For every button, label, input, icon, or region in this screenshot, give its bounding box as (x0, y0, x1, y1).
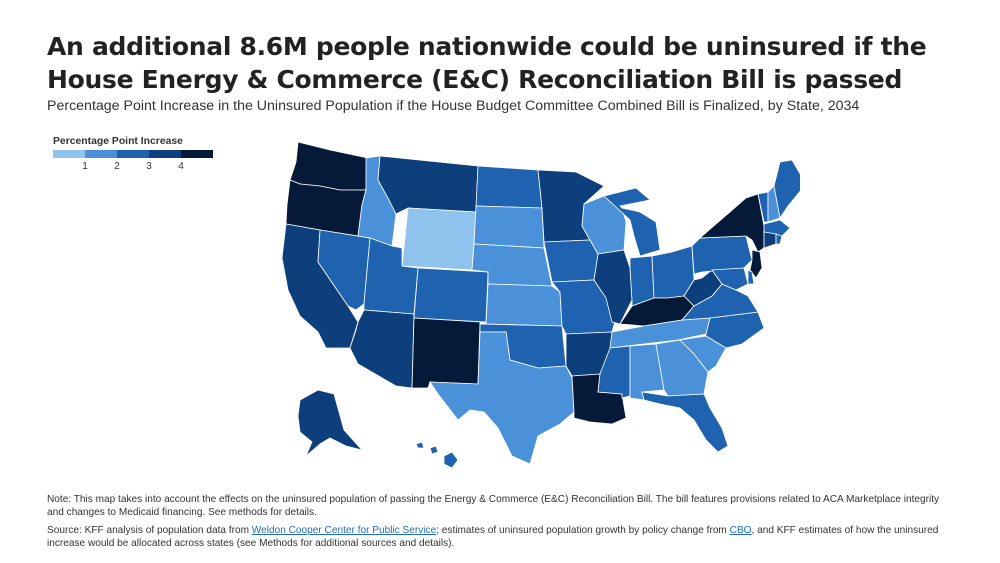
legend-color-bar (53, 150, 213, 158)
state-indiana[interactable] (629, 255, 655, 307)
legend-swatch (53, 150, 85, 158)
legend-tick: 2 (114, 161, 120, 172)
legend-swatch (117, 150, 149, 158)
footnote: Note: This map takes into account the ef… (47, 494, 940, 518)
legend-tick: 4 (178, 161, 184, 172)
us-choropleth-map (281, 141, 800, 469)
state-connecticut[interactable] (763, 231, 777, 249)
state-south-dakota[interactable] (473, 205, 545, 249)
state-montana[interactable] (377, 155, 479, 215)
state-arizona[interactable] (349, 309, 415, 389)
state-north-dakota[interactable] (475, 165, 543, 209)
legend-tick: 1 (82, 161, 88, 172)
state-florida[interactable] (641, 391, 729, 453)
state-wyoming[interactable] (401, 207, 477, 271)
state-west-virginia[interactable] (683, 269, 723, 307)
legend-tick: 3 (146, 161, 152, 172)
source-note: Source: KFF analysis of population data … (47, 524, 947, 550)
state-hawaii-island[interactable] (429, 445, 439, 455)
state-rhode-island[interactable] (775, 233, 783, 245)
state-alaska[interactable] (297, 389, 364, 457)
cbo-link[interactable]: CBO (729, 525, 752, 536)
state-texas[interactable] (429, 331, 575, 465)
state-washington[interactable] (289, 141, 369, 191)
state-colorado[interactable] (413, 267, 489, 323)
source-suffix: , and KFF estimates of how the uninsured… (47, 525, 939, 549)
state-hawaii[interactable] (443, 451, 459, 469)
state-massachusetts[interactable] (763, 219, 791, 237)
legend-swatch (149, 150, 181, 158)
weldon-cooper-link[interactable]: Weldon Cooper Center for Public Service (251, 525, 437, 536)
source-prefix: Source: KFF analysis of population data … (47, 525, 252, 536)
state-maine[interactable] (773, 159, 800, 220)
source-middle: ; estimates of uninsured population grow… (436, 525, 730, 536)
page-title: An additional 8.6M people nationwide cou… (47, 32, 927, 94)
legend-swatch (181, 150, 213, 158)
state-delaware[interactable] (747, 269, 755, 285)
state-iowa[interactable] (543, 239, 599, 283)
state-michigan[interactable] (603, 187, 661, 257)
state-new-mexico[interactable] (411, 317, 481, 389)
legend-title: Percentage Point Increase (53, 136, 183, 147)
legend: Percentage Point Increase 1 2 3 4 (53, 136, 223, 176)
state-maryland[interactable] (711, 267, 749, 291)
legend-swatch (85, 150, 117, 158)
state-hawaii-island[interactable] (415, 441, 425, 449)
state-new-jersey[interactable] (749, 249, 763, 279)
page-subtitle: Percentage Point Increase in the Uninsur… (47, 98, 860, 114)
state-kansas[interactable] (485, 283, 563, 327)
